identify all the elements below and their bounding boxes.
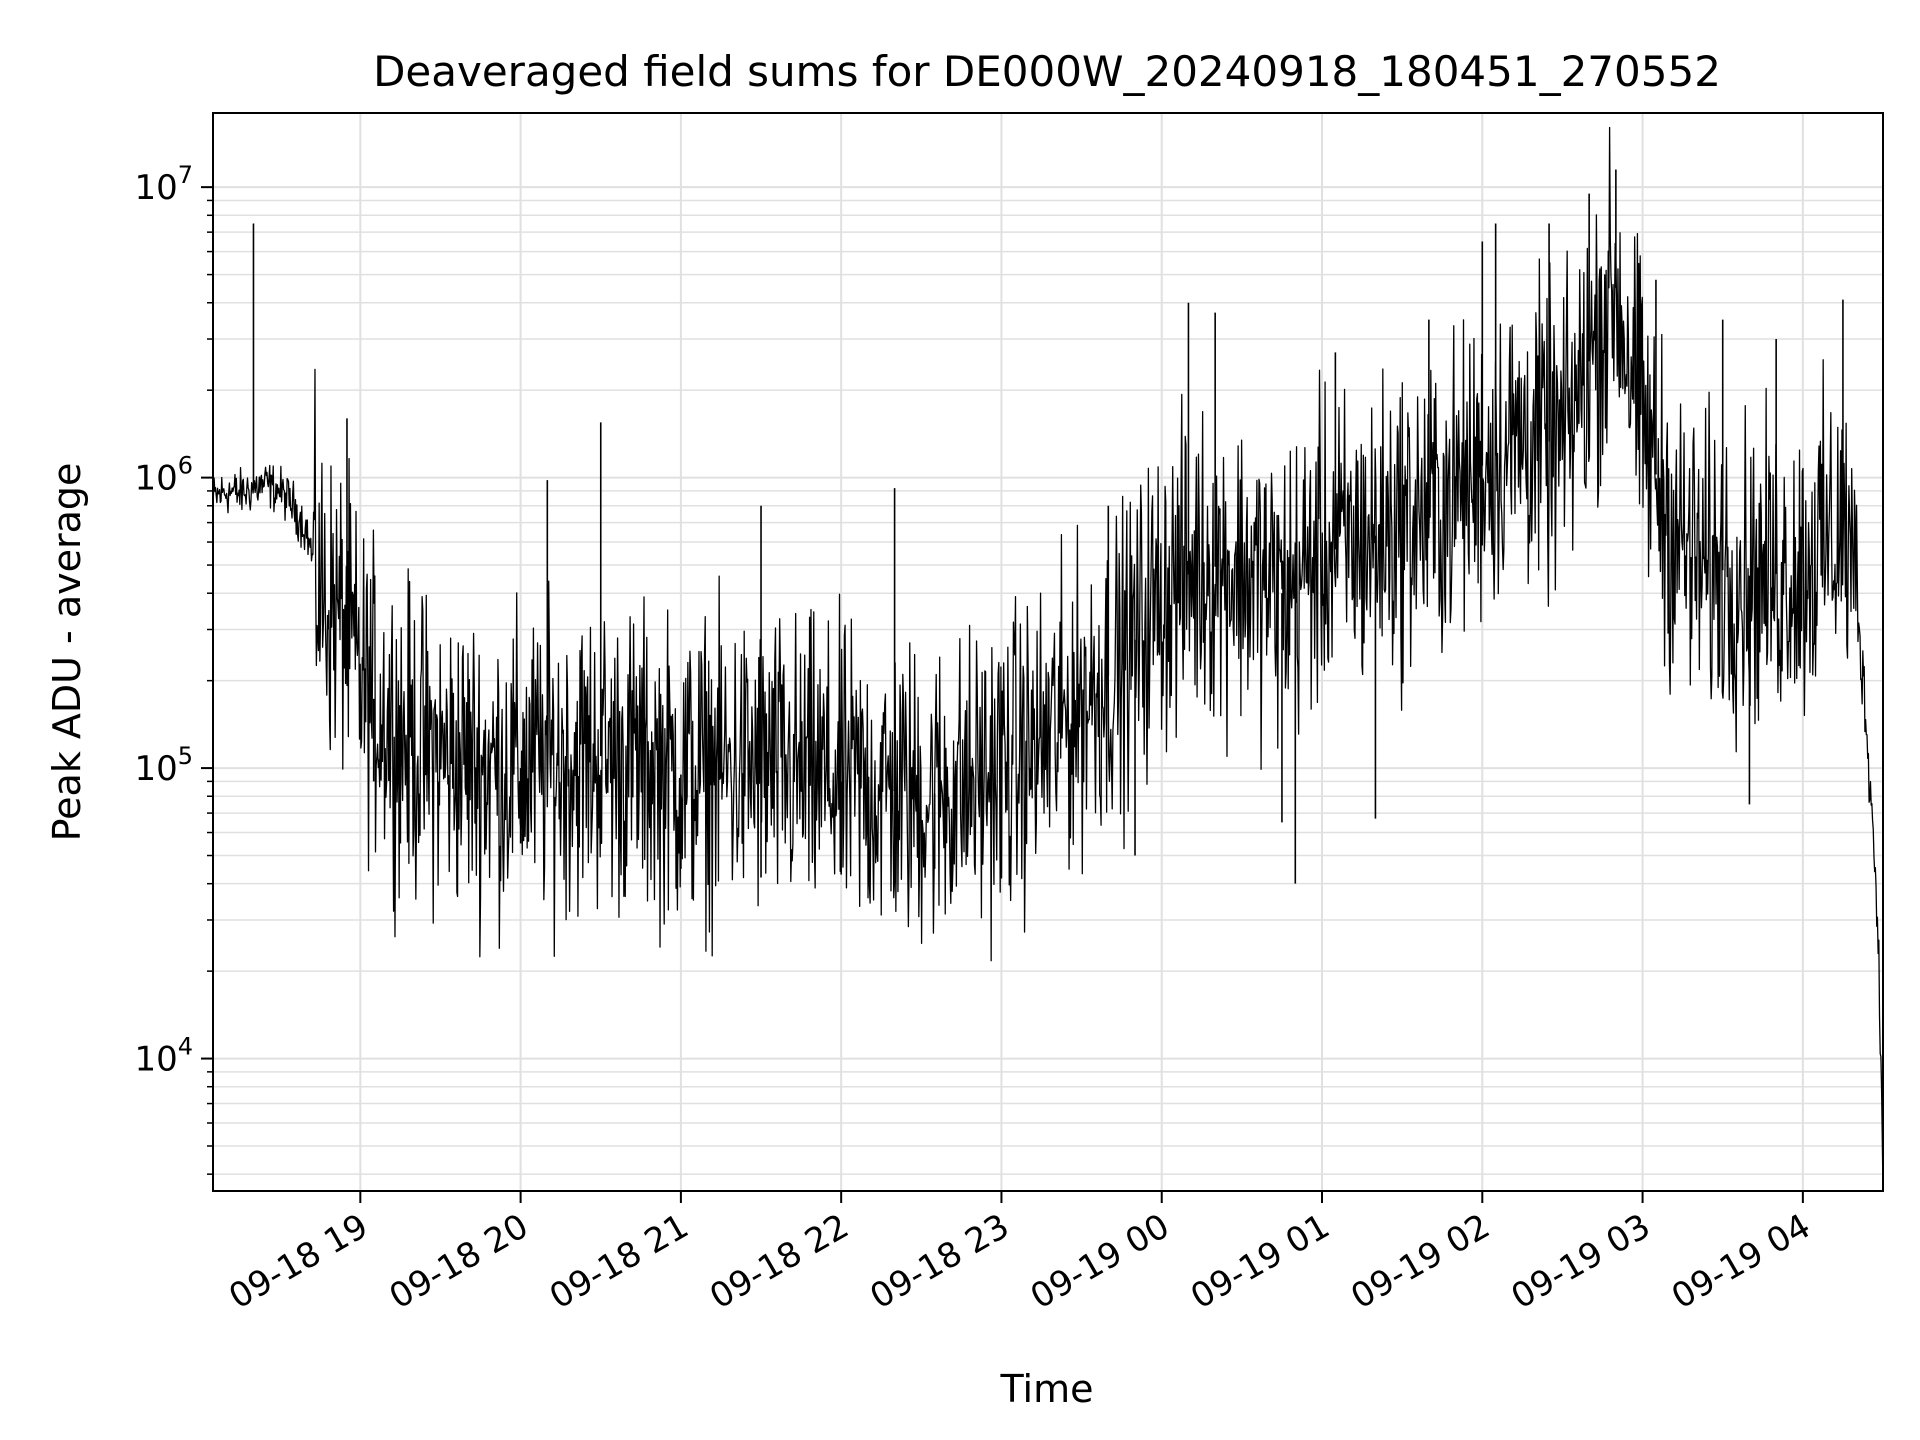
y-tick-label: 104 bbox=[134, 1033, 193, 1080]
y-axis-ticks: 104 105 106 107 bbox=[134, 161, 213, 1175]
y-axis-label: Peak ADU - average bbox=[45, 463, 89, 842]
grid bbox=[213, 113, 1883, 1191]
y-tick-label: 105 bbox=[134, 742, 193, 789]
y-tick-label: 107 bbox=[134, 161, 193, 208]
series-line bbox=[212, 126, 1884, 1192]
chart-title: Deaveraged field sums for DE000W_2024091… bbox=[373, 47, 1721, 96]
y-tick-label: 106 bbox=[134, 452, 193, 499]
data-series bbox=[212, 126, 1884, 1192]
x-axis-label: Time bbox=[1000, 1367, 1094, 1411]
plot-frame bbox=[212, 112, 1884, 1192]
